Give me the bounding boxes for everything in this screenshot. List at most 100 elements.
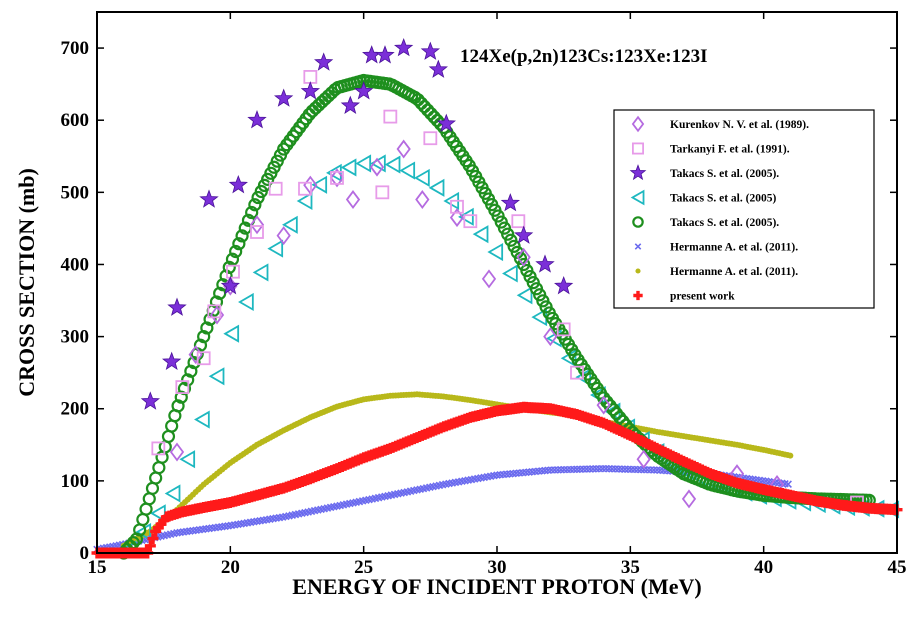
y-tick-label-2: 200: [61, 399, 90, 420]
series-3-point-9: [252, 263, 269, 282]
legend-label-1: Tarkanyi F. et al. (1991).: [670, 144, 790, 156]
legend-label-7: present work: [670, 291, 735, 303]
series-4-point-41: [248, 198, 262, 212]
series-2-point-12: [362, 45, 382, 64]
series-1-point-0: [151, 441, 166, 456]
series-0-point-4: [249, 215, 265, 235]
series-2-point-2: [167, 297, 187, 316]
x-tick-label-3: 30: [488, 557, 507, 578]
series-2-point-9: [314, 52, 334, 71]
series-4-point-40: [245, 205, 259, 220]
series-2-point-11: [354, 81, 374, 100]
series-0-point-18: [681, 489, 697, 509]
series-2-point-20: [535, 254, 555, 273]
y-tick-label-0: 0: [80, 543, 90, 564]
series-3-point-20: [414, 168, 430, 187]
series-0-point-5: [276, 226, 291, 246]
series-0-point-14: [516, 247, 531, 267]
legend-marker-2: [629, 164, 647, 181]
legend-label-3: Takacs S. et al. (2005): [670, 193, 776, 205]
series-3-point-4: [179, 450, 196, 469]
series-0-point-13: [481, 269, 497, 289]
axes-layer: 15 20 25 30 35 40 45 0 100 200 300 400 500 600 700: [61, 11, 907, 578]
series-2-point-21: [554, 275, 574, 295]
series-1-point-8: [303, 70, 318, 84]
series-2-point-13: [375, 45, 395, 64]
series-2-point-19: [514, 225, 534, 244]
series-1-point-4: [226, 264, 240, 279]
series-3-point-21: [428, 178, 445, 197]
legend-label-6: Hermanne A. et al. (2011).: [670, 266, 798, 278]
reaction-annotation: 124Xe(p,2n)123Cs:123Xe:123I: [460, 46, 708, 67]
series-0-point-8: [345, 190, 361, 210]
legend-marker-1: [632, 142, 645, 155]
series-2-point-17: [436, 113, 456, 133]
series-3-point-11: [282, 215, 298, 234]
series-2-point-3: [199, 189, 219, 208]
series-0-point-16: [596, 395, 611, 415]
y-tick-label-5: 500: [61, 182, 90, 203]
series-0-point-17: [636, 449, 651, 469]
series-3-point-12: [296, 191, 313, 211]
series-5-point-216: [784, 480, 792, 488]
series-7: [91, 401, 903, 559]
x-tick-label-1: 20: [221, 557, 240, 578]
series-1-point-11: [383, 109, 398, 124]
x-tick-label-0: 15: [88, 557, 107, 578]
series-1-point-5: [250, 225, 264, 239]
y-tick-label-4: 400: [61, 254, 90, 275]
series-2-point-16: [428, 59, 448, 78]
legend-marker-4: [632, 216, 644, 228]
legend-marker-3: [630, 189, 645, 206]
series-2-point-4: [220, 275, 240, 295]
series-3-point-6: [208, 367, 225, 386]
series-1-point-12: [423, 131, 438, 146]
series-2-point-0: [140, 391, 160, 410]
series-3-point-7: [223, 324, 240, 343]
series-4-point-35: [229, 244, 243, 259]
x-tick-label-5: 40: [754, 557, 773, 578]
series-7-point-20: [144, 540, 156, 552]
legend-label-4: Takacs S. et al. (2005).: [670, 217, 779, 229]
y-tick-label-7: 700: [61, 38, 90, 59]
series-3-point-14: [326, 163, 342, 182]
series-3-point-13: [311, 175, 328, 194]
series-2-point-15: [420, 41, 440, 60]
series-3-point-8: [238, 292, 254, 312]
series-1-point-16: [556, 322, 571, 337]
series-4-point-37: [235, 229, 249, 243]
series-0-point-12: [449, 208, 465, 228]
y-tick-label-6: 600: [61, 110, 90, 131]
series-1-point-9: [330, 171, 344, 185]
series-4-point-33: [222, 260, 236, 274]
series-2-point-1: [162, 351, 182, 371]
series-1-point-14: [463, 214, 478, 229]
series-2-point-7: [274, 88, 294, 107]
data-layer: [91, 37, 903, 560]
legend-box: [613, 109, 875, 309]
legend: Kurenkov N. V. et al. (1989). Tarkanyi F.…: [613, 109, 875, 309]
legend-label-5: Hermanne A. et al. (2011).: [670, 242, 798, 254]
x-axis-title: ENERGY OF INCIDENT PROTON (MeV): [292, 574, 701, 599]
series-3-point-26: [502, 264, 518, 283]
y-tick-label-1: 100: [61, 471, 90, 492]
series-3-point-23: [458, 207, 474, 226]
series-1-point-15: [511, 214, 526, 229]
x-tick-label-2: 25: [354, 557, 373, 578]
series-1-point-13: [450, 199, 464, 214]
series-1-point-17: [570, 365, 584, 380]
legend-label-0: Kurenkov N. V. et al. (1989).: [670, 119, 809, 131]
series-1-point-2: [196, 351, 211, 366]
series-0-point-11: [415, 190, 430, 210]
series-1-point-3: [207, 304, 222, 319]
series-3-point-18: [384, 155, 401, 174]
series-2-point-10: [340, 95, 360, 115]
series-2: [140, 37, 574, 410]
x-tick-label-4: 35: [621, 557, 640, 578]
series-0-point-10: [396, 139, 411, 159]
series-3-point-27: [516, 286, 533, 305]
series-2-point-5: [228, 174, 248, 194]
legend-marker-7: [633, 290, 643, 301]
series-3-point-10: [267, 239, 284, 258]
